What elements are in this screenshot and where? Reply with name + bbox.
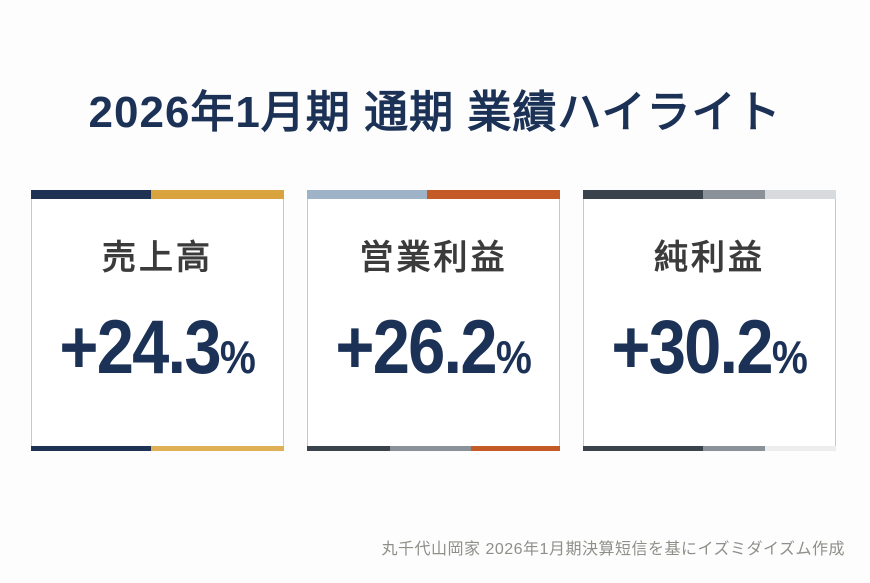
bar-segment — [31, 446, 152, 451]
value-number: +26.2 — [335, 305, 497, 391]
bar-segment — [703, 190, 766, 199]
kpi-card-net-profit: 純利益 +30.2% — [583, 190, 836, 451]
card-body: 営業利益 +26.2% — [307, 199, 560, 446]
value-number: +30.2 — [611, 305, 773, 391]
bar-segment — [151, 446, 284, 451]
bar-segment — [31, 190, 152, 199]
bar-segment — [765, 446, 836, 451]
card-top-bar — [31, 190, 284, 199]
kpi-cards-row: 売上高 +24.3% 営業利益 +26.2% 純利益 +30.2% — [31, 190, 836, 451]
card-body: 純利益 +30.2% — [583, 199, 836, 446]
card-bottom-bar — [307, 446, 560, 451]
value-unit: % — [219, 331, 256, 384]
card-value: +26.2% — [335, 310, 531, 386]
card-value: +30.2% — [611, 310, 807, 386]
value-unit: % — [495, 331, 532, 384]
kpi-card-revenue: 売上高 +24.3% — [31, 190, 284, 451]
bar-segment — [703, 446, 766, 451]
card-value: +24.3% — [59, 310, 255, 386]
bar-segment — [583, 190, 704, 199]
card-body: 売上高 +24.3% — [31, 199, 284, 446]
card-label: 純利益 — [654, 239, 765, 277]
kpi-card-operating-profit: 営業利益 +26.2% — [307, 190, 560, 451]
page-title: 2026年1月期 通期 業績ハイライト — [88, 88, 782, 137]
bar-segment — [427, 190, 560, 199]
value-unit: % — [771, 331, 808, 384]
source-note: 丸千代山岡家 2026年1月期決算短信を基にイズミダイズム作成 — [381, 541, 845, 558]
bar-segment — [307, 190, 428, 199]
bar-segment — [583, 446, 704, 451]
bar-segment — [765, 190, 836, 199]
bar-segment — [307, 446, 391, 451]
card-top-bar — [307, 190, 560, 199]
card-bottom-bar — [31, 446, 284, 451]
card-label: 売上高 — [102, 239, 213, 277]
card-top-bar — [583, 190, 836, 199]
bar-segment — [471, 446, 560, 451]
card-bottom-bar — [583, 446, 836, 451]
bar-segment — [151, 190, 284, 199]
card-label: 営業利益 — [359, 239, 508, 277]
value-number: +24.3 — [59, 305, 221, 391]
bar-segment — [390, 446, 472, 451]
